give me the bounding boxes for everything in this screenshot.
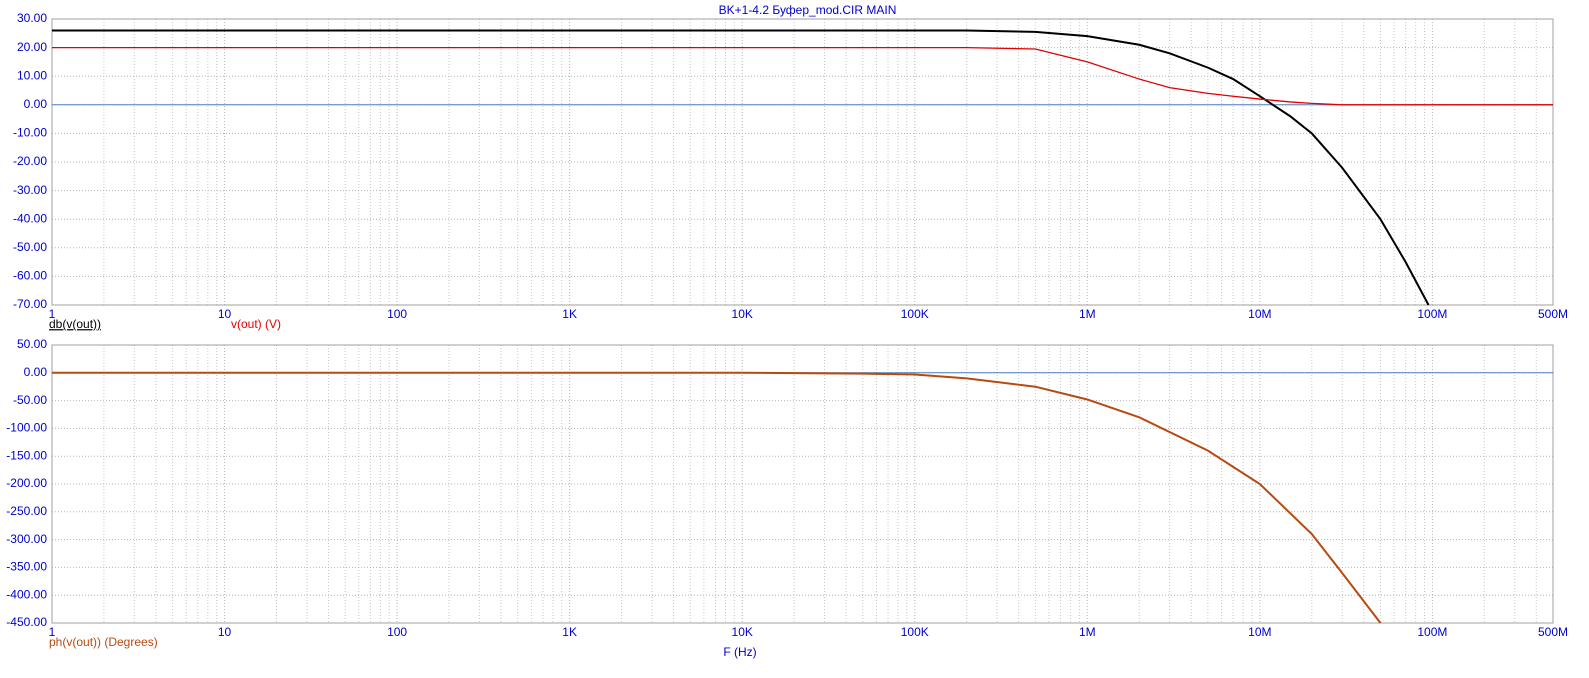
- legend-label: ph(v(out)) (Degrees): [49, 635, 158, 649]
- y-tick-label: 30.00: [17, 11, 47, 25]
- plot-frame: [51, 344, 1554, 624]
- x-tick-label: 10K: [732, 307, 753, 321]
- x-tick-label: 10M: [1248, 307, 1271, 321]
- y-tick-label: 0.00: [24, 365, 48, 379]
- series-line: [52, 46, 1553, 106]
- y-tick-label: -60.00: [13, 269, 47, 283]
- y-tick-label: -400.00: [6, 587, 47, 601]
- x-tick-label: 1: [49, 625, 56, 639]
- x-tick-label: 10: [218, 625, 232, 639]
- x-tick-label: 100M: [1417, 625, 1447, 639]
- y-tick-label: -50.00: [13, 393, 47, 407]
- y-tick-label: -350.00: [6, 560, 47, 574]
- y-tick-label: -250.00: [6, 504, 47, 518]
- x-tick-label: 1M: [1079, 307, 1096, 321]
- y-tick-label: 50.00: [17, 337, 47, 351]
- y-tick-label: -300.00: [6, 532, 47, 546]
- y-tick-label: -70.00: [13, 297, 47, 311]
- x-tick-label: 100M: [1417, 307, 1447, 321]
- chart-title: BK+1-4.2 Буфер_mod.CIR MAIN: [719, 3, 897, 17]
- x-tick-label: 500M: [1538, 625, 1568, 639]
- x-tick-label: 10: [218, 307, 232, 321]
- x-tick-label: 1K: [562, 625, 577, 639]
- x-axis-label: F (Hz): [723, 645, 756, 659]
- y-tick-label: -40.00: [13, 211, 47, 225]
- x-tick-label: 500M: [1538, 307, 1568, 321]
- y-tick-label: -200.00: [6, 476, 47, 490]
- legend-label: db(v(out)): [49, 317, 101, 331]
- legend-label: v(out) (V): [231, 317, 281, 331]
- y-tick-label: -30.00: [13, 183, 47, 197]
- x-tick-label: 1K: [562, 307, 577, 321]
- y-tick-label: -450.00: [6, 615, 47, 629]
- series-line: [52, 371, 1382, 624]
- y-tick-label: -100.00: [6, 421, 47, 435]
- y-tick-label: -20.00: [13, 154, 47, 168]
- x-tick-label: 1M: [1079, 625, 1096, 639]
- x-tick-label: 100K: [901, 625, 929, 639]
- y-tick-label: 20.00: [17, 40, 47, 54]
- x-tick-label: 100K: [901, 307, 929, 321]
- y-tick-label: -50.00: [13, 240, 47, 254]
- x-tick-label: 100: [387, 307, 407, 321]
- x-tick-label: 1: [49, 307, 56, 321]
- x-tick-label: 100: [387, 625, 407, 639]
- x-tick-label: 10M: [1248, 625, 1271, 639]
- y-tick-label: 10.00: [17, 68, 47, 82]
- series-line: [52, 29, 1430, 306]
- x-tick-label: 10K: [732, 625, 753, 639]
- y-tick-label: 0.00: [24, 97, 48, 111]
- plot-frame: [51, 18, 1554, 306]
- y-tick-label: -150.00: [6, 448, 47, 462]
- y-tick-label: -10.00: [13, 126, 47, 140]
